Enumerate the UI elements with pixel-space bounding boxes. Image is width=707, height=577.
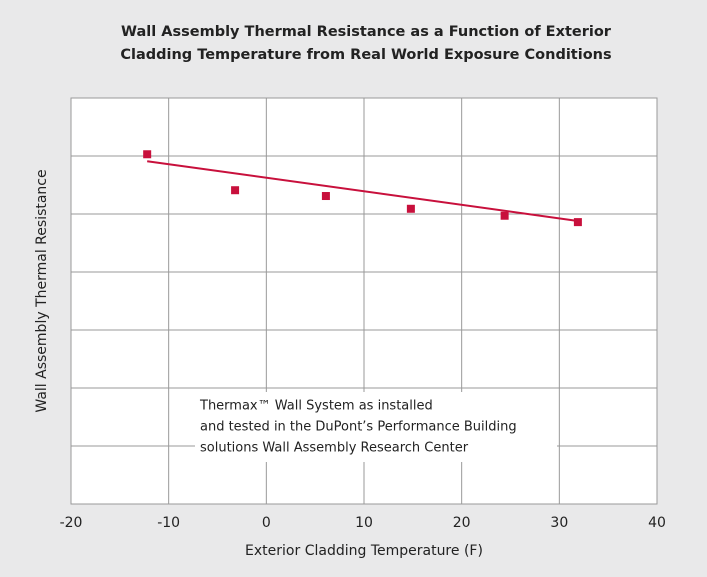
point — [406, 204, 415, 213]
point — [143, 150, 152, 159]
x-tick-label: -10 — [157, 515, 180, 531]
x-axis-label: Exterior Cladding Temperature (F) — [245, 543, 483, 559]
annotation: Thermax™ Wall System as installed — [199, 399, 433, 414]
x-tick-label: 0 — [262, 515, 271, 531]
annotation: and tested in the DuPont’s Performance B… — [200, 420, 517, 435]
point — [573, 218, 582, 227]
point — [321, 192, 330, 201]
annotation-box — [195, 392, 557, 462]
x-tick-label: 20 — [453, 515, 471, 531]
point — [500, 211, 509, 220]
trend-line — [147, 160, 579, 222]
point — [231, 186, 240, 195]
y-axis-label: Wall Assembly Thermal Resistance — [34, 169, 50, 412]
chart-title: Cladding Temperature from Real World Exp… — [120, 47, 611, 63]
chart-title: Wall Assembly Thermal Resistance as a Fu… — [121, 24, 612, 40]
x-tick-label: -20 — [60, 515, 83, 531]
annotation: solutions Wall Assembly Research Center — [200, 441, 469, 456]
x-tick-label: 40 — [648, 515, 666, 531]
x-tick-label: 10 — [355, 515, 373, 531]
x-tick-label: 30 — [550, 515, 568, 531]
